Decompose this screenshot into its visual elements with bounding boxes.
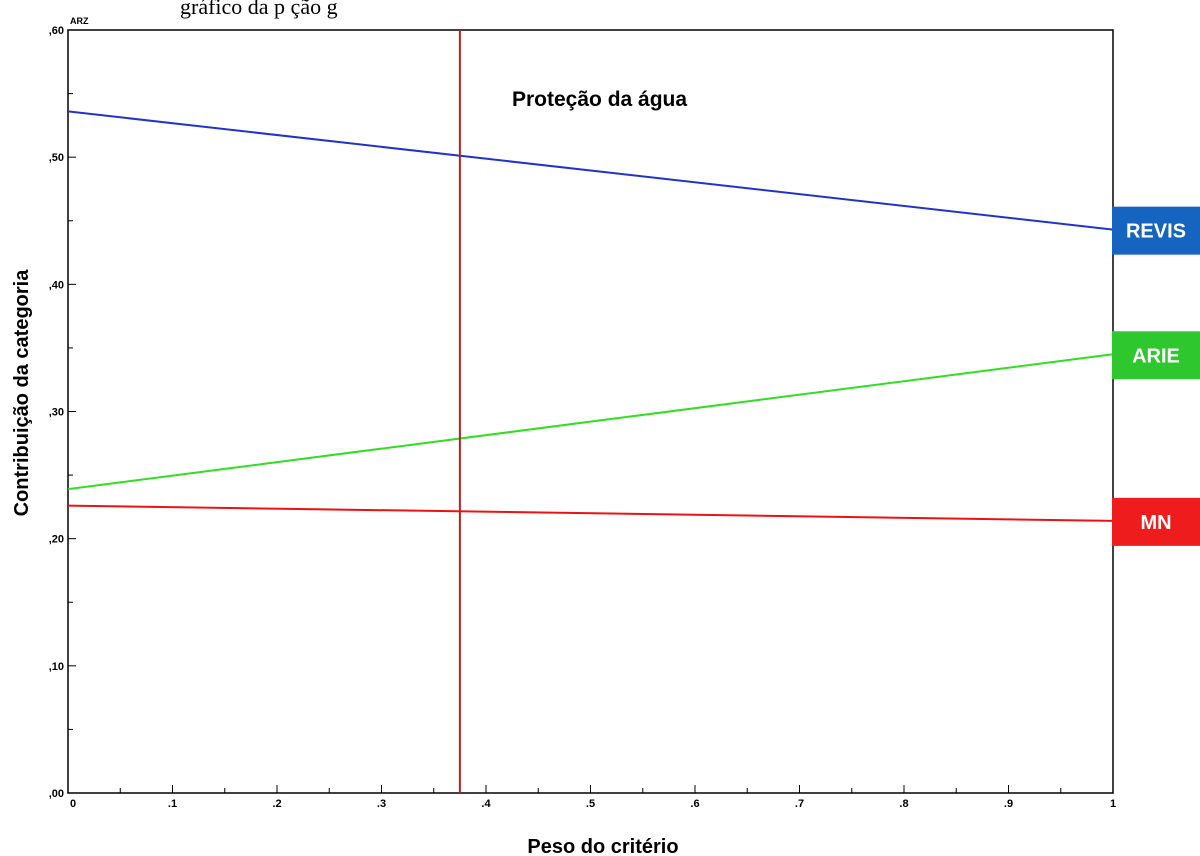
x-tick-label: .8 (899, 798, 908, 810)
x-axis-ticks: 0 .1 .2 .3 .4 .5 .6 .7 .8 .9 1 (67, 785, 1116, 810)
legend-label-box (1112, 497, 1200, 546)
series-line-arie (67, 353, 1114, 491)
x-tick-label: .7 (795, 798, 804, 810)
legend-label-text: ARIE (1132, 345, 1180, 367)
series-line-revis (67, 110, 1114, 231)
chart-title: Proteção da água (512, 88, 687, 111)
x-tick-label: .9 (1004, 798, 1013, 810)
legend-label-arie: ARIE (1112, 331, 1200, 380)
legend-label-mn: MN (1112, 497, 1200, 546)
header-text: gráfico da p ção g (180, 0, 338, 19)
y-tick-label: ,20 (49, 534, 64, 546)
x-tick-label: .1 (168, 798, 177, 810)
y-tick-label: ,50 (49, 152, 64, 164)
legend-label-revis: REVIS (1112, 206, 1200, 255)
x-tick-label: .3 (377, 798, 386, 810)
legend-label-box (1112, 206, 1200, 255)
series-line-mn (67, 504, 1114, 522)
x-tick-label: 1 (1110, 798, 1116, 810)
x-tick-label: .4 (481, 798, 491, 810)
x-axis-title: Peso do critério (527, 836, 678, 856)
legend-label-box (1112, 331, 1200, 380)
legend-layer: REVIS ARIE MN (1112, 206, 1200, 546)
corner-label: ARZ (70, 16, 89, 26)
legend-label-text: MN (1140, 512, 1171, 534)
y-tick-label: ,30 (49, 407, 64, 419)
legend-label-text: REVIS (1126, 221, 1186, 243)
y-axis-ticks: ,00 ,10 ,20 ,30 ,40 ,50 ,60 (49, 25, 76, 800)
series-layer (67, 30, 1114, 793)
y-tick-label: ,40 (49, 279, 64, 291)
y-tick-label: ,00 (49, 788, 64, 800)
y-axis-title: Contribuição da categoria (11, 269, 33, 517)
x-tick-label: .6 (690, 798, 699, 810)
x-tick-label: .5 (586, 798, 595, 810)
x-tick-label: .2 (272, 798, 281, 810)
y-tick-label: ,10 (49, 661, 64, 673)
plot-area-border (67, 29, 1114, 794)
y-tick-label: ,60 (49, 25, 64, 37)
x-tick-label: 0 (70, 798, 76, 810)
